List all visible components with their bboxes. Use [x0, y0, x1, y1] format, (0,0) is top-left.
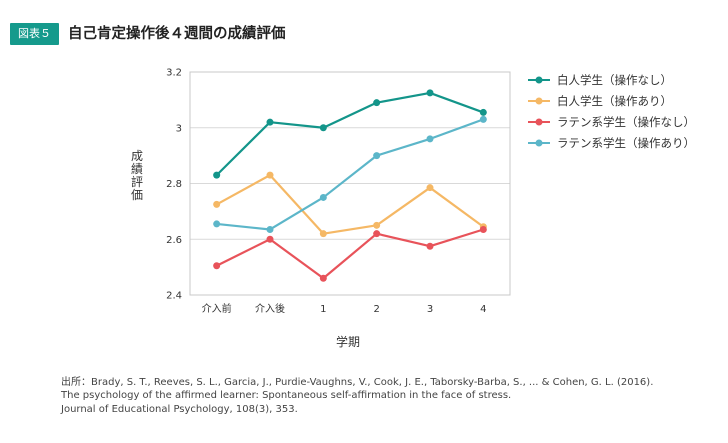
data-point [319, 274, 327, 282]
legend-marker [528, 139, 550, 146]
data-point [213, 171, 221, 179]
legend-marker [528, 76, 550, 83]
series-line [215, 91, 484, 176]
legend-item: ラテン系学生（操作なし） [527, 111, 695, 132]
data-point [479, 108, 487, 116]
data-point [319, 124, 327, 132]
y-tick-label: 2.6 [166, 235, 182, 246]
data-point [373, 152, 381, 160]
legend-marker [528, 118, 550, 125]
data-point [266, 235, 274, 243]
legend-marker [528, 97, 550, 104]
x-tick-label: 1 [320, 304, 326, 315]
figure-label: 図表５ [10, 23, 59, 45]
y-tick-label: 3.2 [166, 68, 182, 79]
y-tick-label: 2.8 [166, 179, 182, 190]
data-point [213, 262, 221, 270]
data-point [266, 225, 274, 233]
data-point [319, 193, 327, 201]
series-line [216, 174, 484, 235]
legend-label: ラテン系学生（操作なし） [557, 114, 695, 129]
plot-frame [189, 71, 511, 296]
data-point [266, 171, 274, 179]
chart-legend: 白人学生（操作なし） 白人学生（操作あり） ラテン系学生（操作なし） ラテン系学生（操… [527, 69, 695, 153]
legend-item: 白人学生（操作あり） [527, 90, 695, 111]
x-tick-label: 4 [480, 304, 486, 315]
x-tick-label: 3 [427, 304, 433, 315]
data-point [426, 184, 434, 192]
series-line [216, 228, 484, 280]
data-point [373, 230, 381, 238]
data-point [213, 220, 221, 228]
data-point [479, 115, 487, 123]
series-line [216, 118, 484, 231]
data-point [426, 135, 434, 143]
legend-label: ラテン系学生（操作あり） [557, 135, 695, 150]
data-point [373, 99, 381, 107]
x-tick-label: 2 [373, 304, 379, 315]
source-citation: 出所：Brady, S. T., Reeves, S. L., Garcia, … [61, 376, 653, 416]
legend-item: ラテン系学生（操作あり） [527, 132, 695, 153]
y-tick-label: 3 [176, 123, 182, 134]
data-point [479, 225, 487, 233]
data-point [373, 221, 381, 229]
legend-label: 白人学生（操作あり） [557, 93, 672, 108]
x-axis-label: 学期 [336, 335, 361, 349]
data-point [426, 242, 434, 250]
legend-label: 白人学生（操作なし） [557, 72, 672, 87]
figure-title: 自己肯定操作後４週間の成績評価 [68, 26, 286, 42]
y-axis-label: 成績評価 [130, 149, 143, 202]
source-line: 出所：Brady, S. T., Reeves, S. L., Garcia, … [61, 377, 654, 388]
x-tick-label: 介入前 [202, 302, 232, 315]
legend-item: 白人学生（操作なし） [527, 69, 695, 90]
source-line: Journal of Educational Psychology, 108(3… [61, 403, 298, 415]
source-line: The psychology of the affirmed learner: … [61, 390, 512, 402]
y-tick-label: 2.4 [166, 291, 182, 302]
data-point [319, 230, 327, 238]
x-tick-label: 介入後 [255, 302, 285, 315]
data-point [213, 200, 221, 208]
data-point [266, 118, 274, 126]
data-point [426, 89, 434, 97]
